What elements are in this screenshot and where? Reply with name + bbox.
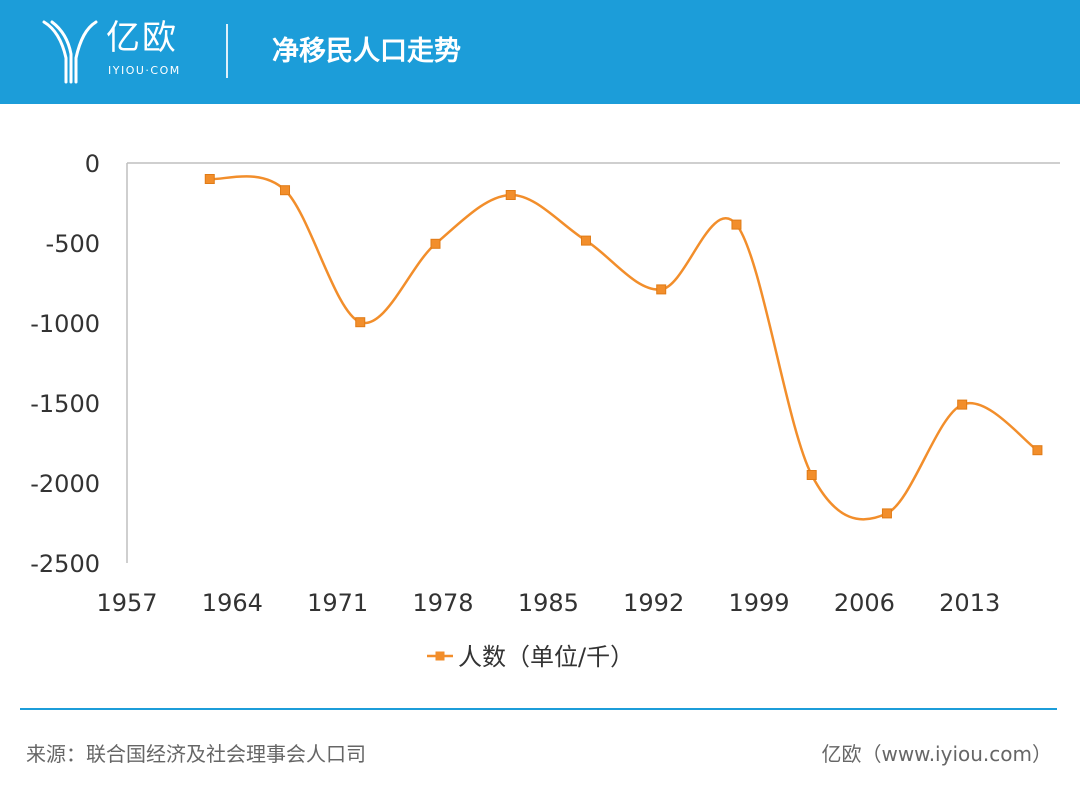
data-point-marker [806,470,817,480]
y-tick-label: -2500 [30,550,100,578]
x-tick-label: 2013 [939,589,1000,617]
x-tick-label: 1978 [412,589,473,617]
x-tick-label: 1971 [307,589,368,617]
x-tick-label: 1999 [728,589,789,617]
y-tick-label: 0 [85,150,100,178]
data-point-marker [957,399,968,410]
footer-divider [20,708,1057,710]
data-point-marker [280,185,291,196]
y-tick-label: -2000 [30,470,100,498]
x-tick-label: 1957 [96,589,157,617]
data-point-marker [1032,445,1043,456]
legend-label: 人数（单位/千） [458,643,634,671]
header-banner: 亿欧 IYIOU·COM 净移民人口走势 [0,0,1080,104]
header-divider [226,24,228,78]
y-axis-ticks: 0 -500 -1000 -1500 -2000 -2500 [30,150,100,578]
x-tick-label: 1992 [623,589,684,617]
data-point-marker [580,235,591,246]
x-tick-label: 2006 [834,589,895,617]
logo-text: 亿欧 [106,18,178,58]
chart-legend: 人数（单位/千） [427,643,634,671]
yiou-logo-icon [42,20,98,84]
y-tick-label: -1000 [30,310,100,338]
x-tick-label: 1964 [202,589,263,617]
data-point-marker [204,174,215,184]
x-axis-ticks: 1957 1964 1971 1978 1985 1992 1999 2006 2013 [96,589,1000,617]
data-point-marker [430,238,441,249]
data-point-marker [505,190,516,200]
chart-axes [126,162,1060,563]
source-note: 来源：联合国经济及社会理事会人口司 [26,742,366,766]
data-point-marker [731,219,742,230]
data-point-marker [881,508,892,519]
brand-credit: 亿欧（www.iyiou.com） [821,742,1052,766]
chart-title: 净移民人口走势 [272,36,461,67]
line-chart: 0-500-1000-1500-2000-2500 1957 1964 1971 19… [30,150,1060,671]
data-point-marker [656,284,667,295]
chart-series [204,174,1043,521]
data-point-marker [355,317,366,328]
legend-marker-icon [435,651,445,661]
logo-subtext: IYIOU·COM [108,64,181,77]
series-line [209,175,1039,521]
y-tick-label: -1500 [30,390,100,418]
y-tick-label: -500 [46,230,100,258]
x-tick-label: 1985 [518,589,579,617]
